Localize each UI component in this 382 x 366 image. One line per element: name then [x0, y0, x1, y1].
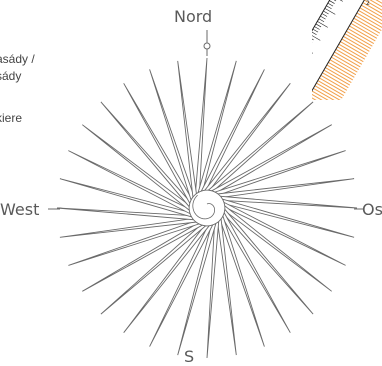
north-marker-icon: [204, 43, 210, 49]
direction-label-south: S: [184, 347, 194, 366]
direction-label-east: Os: [362, 200, 382, 219]
rose-spikes: [57, 58, 357, 358]
rose-center-swirl: [193, 195, 215, 219]
direction-label-west: West: [0, 200, 39, 219]
direction-label-north: Nord: [174, 7, 212, 26]
ruler-mark-label: 2: [366, 0, 370, 7]
ruler-fragment: 2: [312, 0, 382, 100]
